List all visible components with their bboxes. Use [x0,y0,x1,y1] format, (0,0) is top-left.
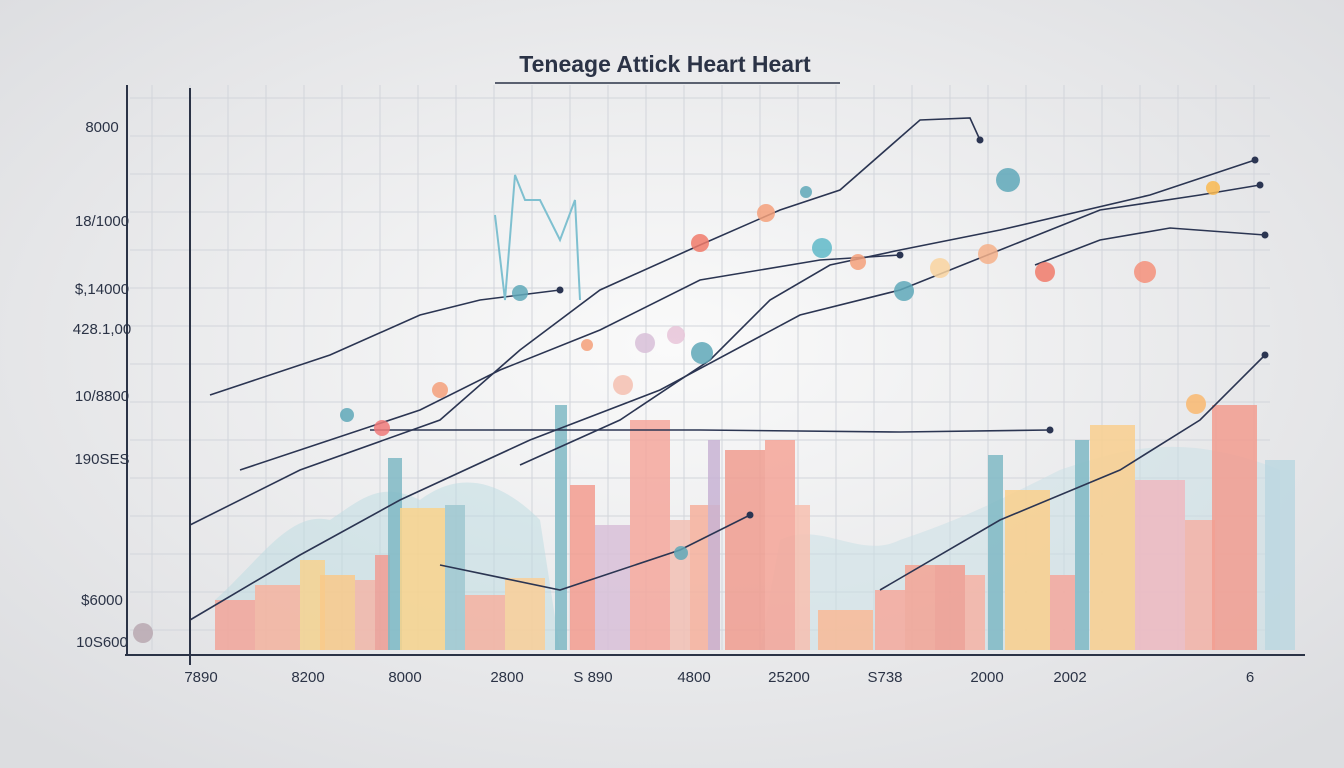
trend-line [879,354,1266,591]
bar-shape [1135,480,1185,650]
bar-shape [388,458,402,650]
line-end [976,136,984,144]
bar-shape [1005,490,1050,650]
bar-shape [725,450,765,650]
x-tick-label: 4800 [677,669,710,686]
y-tick-label: 8000 [85,119,118,136]
line-end [1261,351,1269,359]
x-tick-label: 2000 [970,669,1003,686]
chart-title: Teneage Attick Heart Heart [519,51,811,77]
bar-shape [988,455,1003,650]
line-end [1261,231,1269,239]
dot [850,254,866,270]
trend-line [1034,227,1266,266]
dot [340,408,354,422]
dot [667,326,685,344]
bar-shape [445,505,465,650]
line-end [1251,156,1259,164]
dot [1206,181,1220,195]
dot [674,546,688,560]
x-tick-label: 2800 [490,669,523,686]
dot [432,382,448,398]
bars [215,405,1295,650]
dots [133,168,1220,643]
line-end [896,251,904,259]
line-end [746,511,754,519]
dot [581,339,593,351]
x-tick-label: S 890 [573,669,612,686]
y-tick-label: 10/8800 [75,388,129,405]
bar-shape [505,578,545,650]
bar-shape [595,525,630,650]
dot [812,238,832,258]
y-tick-label: $6000 [81,592,123,609]
x-tick-label: 7890 [184,669,217,686]
dot [996,168,1020,192]
dot [800,186,812,198]
dot [1035,262,1055,282]
bar-shape [355,580,375,650]
dot [978,244,998,264]
bar-shape [400,508,445,650]
bar-shape [875,590,905,650]
line-end [556,286,564,294]
dot [1186,394,1206,414]
bar-shape [1265,460,1295,650]
trend-line [439,514,751,591]
x-tick-label: 8200 [291,669,324,686]
x-tick-label: 25200 [768,669,810,686]
bar-shape [765,440,795,650]
trend-line [239,254,901,471]
dot [512,285,528,301]
y-tick-label: 428.1,00 [73,321,131,338]
bar-shape [818,610,873,650]
bar-shape [935,565,965,650]
bar-shape [1075,440,1089,650]
dot [1134,261,1156,283]
dot [691,234,709,252]
dot [894,281,914,301]
x-tick-label: S738 [867,669,902,686]
bar-shape [905,565,935,650]
trend-line [519,159,1256,466]
bar-shape [375,555,390,650]
trend-line [189,184,1261,621]
trend-line [370,429,1051,433]
dot [930,258,950,278]
bar-shape [670,520,690,650]
line-end [1046,426,1054,434]
y-tick-label: 18/1000 [75,213,129,230]
bar-shape [965,575,985,650]
dot [691,342,713,364]
bar-shape [570,485,595,650]
bar-shape [215,600,255,650]
x-tick-label: 8000 [388,669,421,686]
y-tick-label: 190SES [74,451,129,468]
dot [374,420,390,436]
labels: 8000 18/1000 $,14000 428.1,00 10/8800 190SES $… [73,119,1254,686]
x-tick-label: 2002 [1053,669,1086,686]
line-end [1256,181,1264,189]
bar-shape [795,505,810,650]
bar-shape [708,440,720,650]
bar-shape [630,420,670,650]
y-tick-label: 10S600 [76,634,128,651]
bar-shape [1212,405,1257,650]
dot [635,333,655,353]
bar-shape [255,585,300,650]
dot [613,375,633,395]
dot [757,204,775,222]
spike-line [494,174,581,301]
trend-line [209,289,561,396]
bar-shape [320,575,355,650]
bar-shape [555,405,567,650]
dot [133,623,153,643]
bar-shape [1090,425,1135,650]
bar-shape [1050,575,1075,650]
bar-shape [1185,520,1215,650]
y-tick-label: $,14000 [75,281,129,298]
x-tick-label: 6 [1246,669,1254,686]
bar-shape [465,595,505,650]
